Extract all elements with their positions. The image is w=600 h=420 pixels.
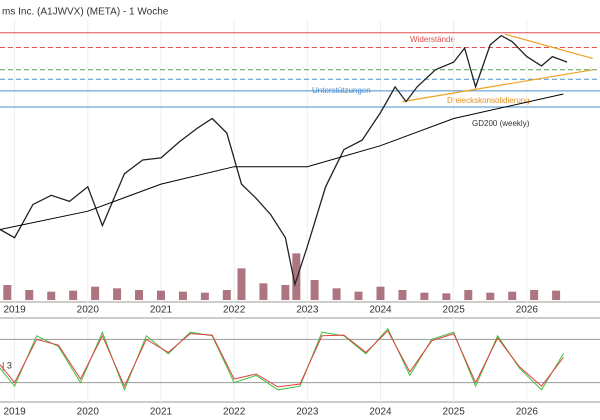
- volume-bar: [530, 290, 539, 300]
- volume-bar: [310, 280, 319, 300]
- x-tick-label: 2026: [516, 407, 539, 418]
- annotation: Widerstände: [410, 35, 455, 44]
- volume-bar: [508, 291, 517, 300]
- trend-line: [402, 69, 593, 103]
- x-tick-label: 2024: [369, 305, 392, 316]
- volume-bar: [47, 291, 56, 300]
- volume-bar: [178, 291, 187, 300]
- volume-bar: [135, 290, 144, 300]
- volume-bar: [200, 292, 209, 300]
- volume-bar: [442, 293, 451, 300]
- price-line: [0, 34, 568, 287]
- volume-bar: [464, 290, 473, 300]
- volume-bar: [237, 268, 246, 300]
- volume-bar: [113, 288, 122, 300]
- x-tick-label: 2022: [223, 407, 246, 418]
- volume-bar: [420, 292, 429, 300]
- volume-bar: [91, 286, 100, 300]
- x-tick-label: 2024: [369, 407, 392, 418]
- volume-bar: [69, 290, 78, 300]
- stochastic-line: [0, 329, 564, 388]
- volume-bar: [281, 285, 290, 300]
- volume-bar: [332, 288, 341, 300]
- chart-title: ms Inc. (A1JWVX) (META) - 1 Woche: [2, 7, 169, 18]
- x-tick-label: 2025: [443, 305, 466, 316]
- volume-bar: [486, 292, 495, 300]
- stochastic-line: [0, 327, 564, 392]
- x-tick-label: 2023: [296, 305, 319, 316]
- x-tick-label: 2025: [443, 407, 466, 418]
- volume-bar: [259, 283, 268, 300]
- annotation: Dreieckskonsolidierung: [447, 96, 530, 105]
- volume-bar: [398, 290, 407, 300]
- trend-line: [504, 33, 593, 59]
- volume-bar: [552, 290, 561, 300]
- x-tick-label: 2020: [77, 305, 100, 316]
- x-tick-label: 2019: [4, 407, 27, 418]
- x-tick-label: 2026: [516, 305, 539, 316]
- volume-bar: [156, 290, 165, 300]
- x-tick-label: 2019: [4, 305, 27, 316]
- volume-bar: [376, 286, 385, 300]
- x-tick-label: 2021: [150, 305, 173, 316]
- x-tick-label: 2021: [150, 407, 173, 418]
- volume-bar: [292, 253, 301, 300]
- annotation: GD200 (weekly): [472, 119, 530, 128]
- x-tick-label: 2022: [223, 305, 246, 316]
- volume-bar: [3, 285, 12, 300]
- moving-average: [0, 93, 564, 230]
- x-tick-label: 2020: [77, 407, 100, 418]
- volume-bar: [222, 290, 231, 300]
- x-tick-label: 2023: [296, 407, 319, 418]
- volume-bar: [354, 291, 363, 300]
- volume-bar: [25, 290, 34, 300]
- indicator-label: | 3: [2, 360, 12, 370]
